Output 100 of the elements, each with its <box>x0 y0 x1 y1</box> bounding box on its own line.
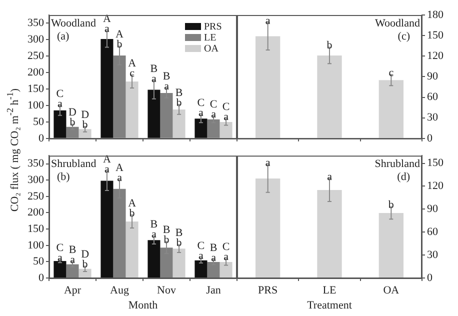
data-label: B a <box>162 70 170 92</box>
bar <box>126 81 138 138</box>
annotation: (a) <box>57 30 70 42</box>
bar <box>172 248 186 278</box>
bar <box>66 264 79 278</box>
annotation: Shrubland <box>374 158 420 170</box>
y-tick-label: 120 <box>427 180 444 192</box>
y-tick-label: 60 <box>427 91 438 104</box>
y-tick-label: 300 <box>28 174 44 186</box>
y-tick-label: 60 <box>427 226 438 238</box>
y-tick-label: 30 <box>427 248 438 261</box>
bar <box>378 212 404 278</box>
data-label: B a <box>68 244 76 266</box>
data-label: A c <box>128 57 136 80</box>
bar <box>220 262 232 278</box>
data-label: C a <box>56 88 64 110</box>
bar <box>100 39 114 138</box>
x-tick-label: Jan <box>206 284 222 296</box>
bar <box>194 260 208 278</box>
annotation: (d) <box>397 170 410 183</box>
bar <box>54 110 66 138</box>
data-label: C a <box>222 241 230 264</box>
bar <box>148 240 160 278</box>
bar <box>256 178 280 278</box>
y-tick-label: 100 <box>28 99 44 112</box>
y-tick-label: 90 <box>427 70 438 83</box>
y-tick-label: 30 <box>427 112 438 124</box>
data-label: C a <box>56 242 64 264</box>
data-label: b <box>326 40 333 52</box>
data-label: A b <box>116 28 124 51</box>
x-tick-label: OA <box>383 284 400 296</box>
annotation: Woodland <box>375 17 420 30</box>
bar <box>66 126 79 138</box>
bar <box>194 118 208 138</box>
x-axis-title: Month <box>128 299 158 312</box>
data-label: C a <box>197 240 205 262</box>
y-tick-label: 100 <box>28 239 44 252</box>
y-tick-label: 0 <box>427 132 433 144</box>
bar <box>172 109 186 138</box>
annotation: Woodland <box>51 17 96 30</box>
legend-label: OA <box>204 44 220 55</box>
bar <box>317 190 342 278</box>
bar <box>317 55 342 138</box>
bar <box>207 119 220 138</box>
bar <box>78 268 92 278</box>
data-label: B b <box>175 86 183 109</box>
x-tick-label: Aug <box>110 284 130 296</box>
data-label: A b <box>128 197 136 220</box>
data-label: D b <box>81 108 90 131</box>
legend-label: PRS <box>204 22 222 33</box>
y-tick-label: 350 <box>28 17 44 30</box>
annotation: (c) <box>398 30 410 42</box>
data-label: B a <box>150 62 158 85</box>
data-label: B a <box>150 218 158 241</box>
data-label: a <box>327 170 332 183</box>
bar <box>378 80 404 138</box>
data-label: C a <box>210 98 218 120</box>
y-tick-label: 0 <box>38 132 44 144</box>
bar <box>256 36 280 138</box>
y-tick-label: 0 <box>427 272 433 284</box>
bar <box>220 122 232 138</box>
y-tick-label: 350 <box>28 158 44 170</box>
y-tick-label: 300 <box>28 34 44 46</box>
data-label: B b <box>162 224 170 246</box>
y-tick-label: 50 <box>33 256 44 268</box>
y-tick-label: 180 <box>427 8 444 21</box>
data-label: C a <box>197 97 205 120</box>
x-tick-label: Nov <box>157 284 176 296</box>
annotation: (b) <box>57 170 70 183</box>
data-label: b <box>388 199 394 212</box>
data-label: a <box>265 157 270 170</box>
bar <box>78 129 92 138</box>
bar <box>126 222 138 278</box>
data-label: D b <box>81 248 90 271</box>
y-tick-label: 200 <box>28 66 44 78</box>
y-tick-label: 150 <box>427 29 444 42</box>
bar <box>54 261 66 278</box>
data-label: A a <box>116 162 124 184</box>
y-tick-label: 150 <box>28 82 44 95</box>
y-tick-label: 250 <box>28 190 44 202</box>
x-tick-label: LE <box>322 284 336 296</box>
y-tick-label: 0 <box>38 272 44 284</box>
x-axis-title: Treatment <box>307 299 352 312</box>
y-tick-label: 150 <box>28 222 44 235</box>
data-label: a <box>265 14 270 27</box>
bar <box>207 262 220 278</box>
data-label: B a <box>210 242 218 264</box>
annotation: Shrubland <box>51 158 97 170</box>
data-label: c <box>388 67 394 80</box>
data-label: B b <box>175 227 183 250</box>
data-label: D b <box>68 106 77 129</box>
y-tick-label: 50 <box>33 116 44 128</box>
legend-label: LE <box>204 32 216 44</box>
y-tick-label: 120 <box>427 50 444 62</box>
bar <box>100 180 114 278</box>
y-tick-label: 150 <box>427 157 444 170</box>
data-label: C a <box>222 101 230 124</box>
x-tick-label: Apr <box>64 284 82 296</box>
y-tick-label: 250 <box>28 50 44 62</box>
y-tick-label: 90 <box>427 203 438 216</box>
